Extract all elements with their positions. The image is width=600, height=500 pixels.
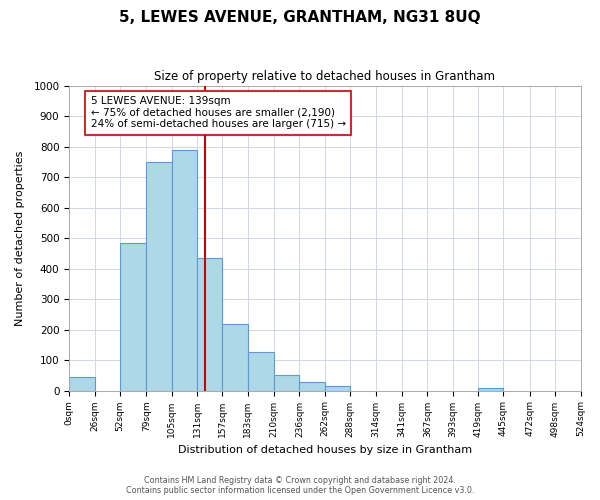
Bar [120, 243, 146, 390]
Bar [478, 388, 503, 390]
X-axis label: Distribution of detached houses by size in Grantham: Distribution of detached houses by size … [178, 445, 472, 455]
Text: Contains HM Land Registry data © Crown copyright and database right 2024.
Contai: Contains HM Land Registry data © Crown c… [126, 476, 474, 495]
Bar [223, 324, 248, 390]
Bar [325, 386, 350, 390]
Text: 5 LEWES AVENUE: 139sqm
← 75% of detached houses are smaller (2,190)
24% of semi-: 5 LEWES AVENUE: 139sqm ← 75% of detached… [91, 96, 346, 130]
Bar [69, 378, 95, 390]
Bar [146, 162, 172, 390]
Title: Size of property relative to detached houses in Grantham: Size of property relative to detached ho… [154, 70, 496, 83]
Bar [274, 374, 299, 390]
Y-axis label: Number of detached properties: Number of detached properties [15, 150, 25, 326]
Bar [248, 352, 274, 391]
Bar [197, 258, 223, 390]
Bar [172, 150, 197, 390]
Text: 5, LEWES AVENUE, GRANTHAM, NG31 8UQ: 5, LEWES AVENUE, GRANTHAM, NG31 8UQ [119, 10, 481, 25]
Bar [299, 382, 325, 390]
